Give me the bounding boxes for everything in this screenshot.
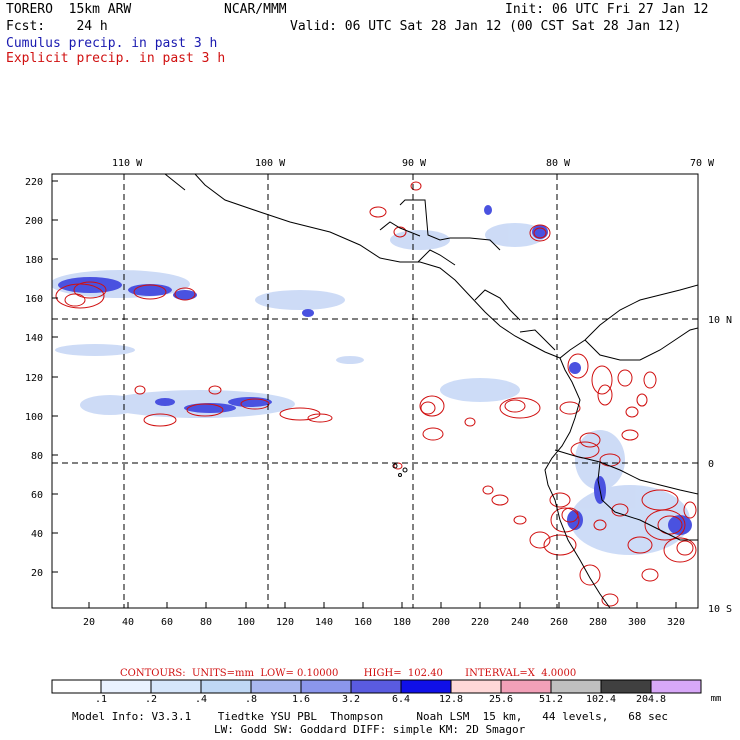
y-label: 140 [25,333,43,344]
x-label: 240 [511,617,529,628]
model-title: TORERO 15km ARW [6,2,132,17]
x-label: 280 [589,617,607,628]
colorbar-bin-6 [350,679,402,694]
y-label: 220 [25,177,43,188]
forecast-hour: Fcst: 24 h [6,19,108,34]
x-label: 220 [471,617,489,628]
colorbar-label: 3.2 [341,694,361,705]
colorbar-bin-8 [450,679,502,694]
x-label: 320 [667,617,685,628]
colorbar-bin-0 [51,679,102,694]
colorbar-label: 51.2 [538,694,564,705]
y-label: 20 [31,568,43,579]
colorbar [51,679,702,694]
x-label: 100 [237,617,255,628]
lon-label-80w: 80 W [546,158,571,169]
colorbar-label: 6.4 [391,694,411,705]
colorbar-label: 1.6 [291,694,311,705]
colorbar-label: .2 [144,694,158,705]
model-info: Model Info: V3.3.1 Tiedtke YSU PBL Thomp… [72,710,669,723]
y-ticks [52,180,58,573]
y-label: 80 [31,451,43,462]
center-label: NCAR/MMM [224,2,287,17]
x-label: 40 [122,617,134,628]
colorbar-bin-9 [500,679,552,694]
legend-explicit: Explicit precip. in past 3 h [6,51,226,66]
colorbar-bin-7 [400,679,452,694]
y-label: 100 [25,412,43,423]
colorbar-label: .8 [244,694,258,705]
x-label: 200 [432,617,450,628]
colorbar-bin-2 [150,679,202,694]
latlon-grid [52,174,698,608]
lon-label-100w: 100 W [255,158,286,169]
lon-label-90w: 90 W [402,158,427,169]
coastlines [164,174,698,608]
colorbar-label: .4 [194,694,208,705]
x-label: 80 [200,617,212,628]
legend-cumulus: Cumulus precip. in past 3 h [6,36,218,51]
x-label: 180 [393,617,411,628]
valid-time: Valid: 06 UTC Sat 28 Jan 12 (00 CST Sat … [290,19,682,34]
colorbar-label: .1 [94,694,108,705]
colorbar-label: 25.6 [488,694,514,705]
init-time: Init: 06 UTC Fri 27 Jan 12 [505,2,709,17]
x-label: 300 [628,617,646,628]
physics-info: LW: Godd SW: Goddard DIFF: simple KM: 2D… [214,723,526,736]
colorbar-label: 102.4 [585,694,617,705]
y-label: 60 [31,490,43,501]
colorbar-bin-3 [200,679,252,694]
x-ticks [88,602,677,608]
lat-label-10s: 10 S [708,604,732,615]
colorbar-unit: mm [710,694,722,704]
y-label: 120 [25,373,43,384]
colorbar-bin-11 [600,679,652,694]
x-label: 120 [276,617,294,628]
lat-label-10n: 10 N [708,315,732,326]
colorbar-label: 12.8 [438,694,464,705]
x-label: 20 [83,617,95,628]
y-label: 180 [25,255,43,266]
colorbar-bin-12 [650,679,702,694]
contours-summary: CONTOURS: UNITS=mm LOW= 0.10000 HIGH= 10… [120,668,577,679]
x-label: 160 [354,617,372,628]
colorbar-bin-5 [300,679,352,694]
colorbar-bin-10 [550,679,602,694]
colorbar-bin-1 [100,679,152,694]
colorbar-label: 204.8 [635,694,667,705]
lon-label-110w: 110 W [112,158,143,169]
map-frame [51,173,699,609]
y-label: 40 [31,529,43,540]
lon-label-70w: 70 W [690,158,715,169]
x-label: 260 [550,617,568,628]
y-label: 160 [25,294,43,305]
x-label: 60 [161,617,173,628]
y-label: 200 [25,216,43,227]
lat-label-0: 0 [708,459,714,470]
x-label: 140 [315,617,333,628]
colorbar-bin-4 [250,679,302,694]
